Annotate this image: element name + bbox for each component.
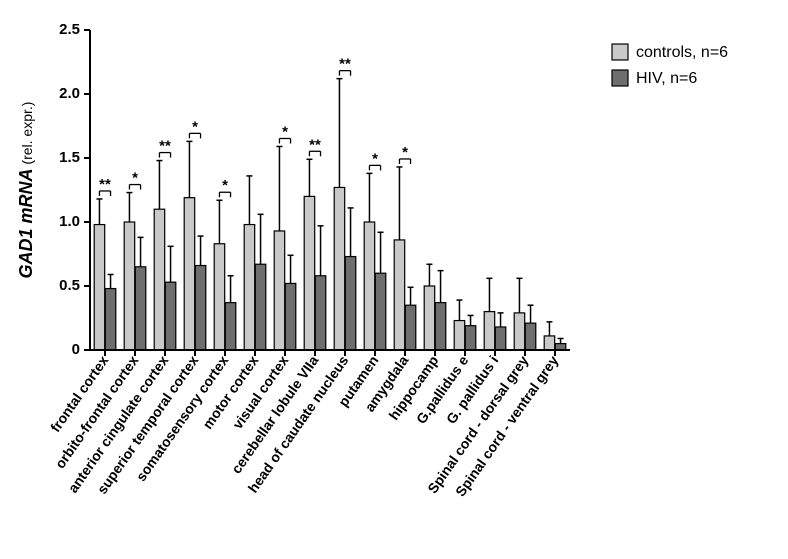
bar-hiv <box>195 266 206 350</box>
legend-label: HIV, n=6 <box>636 70 697 87</box>
bar-hiv <box>465 326 476 350</box>
y-tick-label: 1.5 <box>59 149 80 166</box>
bar-controls <box>544 336 555 350</box>
y-tick-label: 2.5 <box>59 21 80 38</box>
bar-hiv <box>315 276 326 350</box>
bar-hiv <box>525 323 536 350</box>
bar-controls <box>484 312 495 350</box>
y-axis-label: GAD1 mRNA (rel. expr.) <box>16 102 36 279</box>
gad1-mrna-bar-chart: 00.51.01.52.02.5GAD1 mRNA (rel. expr.)fr… <box>0 0 788 559</box>
bar-controls <box>334 187 345 350</box>
sig-marker: * <box>402 144 408 161</box>
bar-controls <box>364 222 375 350</box>
bar-controls <box>304 196 315 350</box>
bar-controls <box>244 225 255 350</box>
legend-swatch <box>612 44 628 60</box>
bar-controls <box>274 231 285 350</box>
bar-controls <box>94 225 105 350</box>
bar-hiv <box>135 267 146 350</box>
bar-hiv <box>405 305 416 350</box>
bar-hiv <box>375 273 386 350</box>
bar-hiv <box>255 264 265 350</box>
chart-svg: 00.51.01.52.02.5GAD1 mRNA (rel. expr.)fr… <box>0 0 788 559</box>
sig-marker: ** <box>339 56 351 73</box>
y-tick-label: 0 <box>72 341 80 358</box>
sig-marker: * <box>372 150 378 167</box>
bar-hiv <box>285 283 296 350</box>
bar-controls <box>184 198 195 350</box>
legend-swatch <box>612 70 628 86</box>
bar-controls <box>454 321 465 350</box>
legend-label: controls, n=6 <box>636 44 728 61</box>
bar-controls <box>394 240 405 350</box>
bar-controls <box>424 286 435 350</box>
bar-hiv <box>435 303 446 350</box>
y-tick-label: 0.5 <box>59 277 80 294</box>
sig-marker: * <box>282 123 288 140</box>
bar-controls <box>514 313 525 350</box>
bar-hiv <box>345 257 356 350</box>
bar-hiv <box>105 289 116 350</box>
y-tick-label: 2.0 <box>59 85 80 102</box>
bar-hiv <box>225 303 236 350</box>
sig-marker: ** <box>159 138 171 155</box>
sig-marker: ** <box>309 136 321 153</box>
sig-marker: * <box>192 118 198 135</box>
y-tick-label: 1.0 <box>59 213 80 230</box>
sig-marker: * <box>132 170 138 187</box>
bar-controls <box>154 209 165 350</box>
bar-controls <box>124 222 135 350</box>
bar-hiv <box>495 327 506 350</box>
sig-marker: * <box>222 177 228 194</box>
bar-hiv <box>165 282 176 350</box>
sig-marker: ** <box>99 176 111 193</box>
bar-controls <box>214 244 225 350</box>
